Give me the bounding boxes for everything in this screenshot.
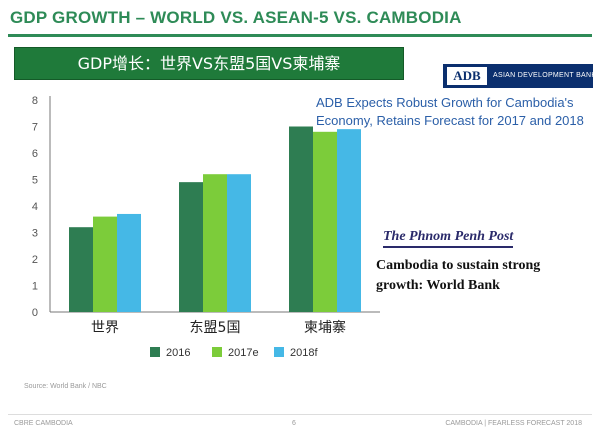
y-tick-label: 7 (32, 122, 38, 134)
y-tick-label: 1 (32, 281, 38, 293)
y-tick-label: 2 (32, 254, 38, 266)
bar-2016-0 (69, 227, 93, 312)
y-tick-label: 0 (32, 307, 38, 319)
legend-swatch-2018f (274, 347, 284, 357)
page-number: 6 (292, 420, 296, 427)
legend-swatch-2017e (212, 347, 222, 357)
y-tick-label: 4 (32, 201, 38, 213)
x-tick-label: 东盟5国 (190, 320, 241, 336)
adb-logo-mark: ADB (447, 67, 487, 85)
source-note: Source: World Bank / NBC (24, 383, 107, 390)
y-tick-label: 6 (32, 148, 38, 160)
bar-2016-1 (179, 182, 203, 312)
phnom-penh-post-logo: The Phnom Penh Post (383, 229, 514, 248)
adb-logo: ADB ASIAN DEVELOPMENT BANK (443, 64, 597, 88)
legend-label: 2017e (228, 347, 259, 359)
x-tick-label: 世界 (91, 320, 119, 336)
bar-2017e-2 (313, 131, 337, 312)
y-tick-label: 8 (32, 95, 38, 107)
title-divider (8, 34, 592, 37)
x-tick-label: 柬埔寨 (304, 319, 346, 336)
legend-label: 2016 (166, 347, 190, 359)
footer-divider (8, 414, 592, 415)
bar-2017e-1 (203, 174, 227, 312)
adb-logo-name: ASIAN DEVELOPMENT BANK (493, 72, 597, 79)
footer-left: CBRE CAMBODIA (14, 420, 73, 427)
bar-2016-2 (289, 126, 313, 312)
legend-swatch-2016 (150, 347, 160, 357)
bar-2018f-1 (227, 174, 251, 312)
slide-title: GDP GROWTH – WORLD VS. ASEAN-5 VS. CAMBO… (10, 8, 462, 27)
adb-headline: ADB Expects Robust Growth for Cambodia's… (316, 95, 584, 128)
footer-right: CAMBODIA | FEARLESS FORECAST 2018 (445, 420, 582, 427)
phnom-penh-post-headline: Cambodia to sustain strong growth: World… (376, 258, 541, 293)
legend-label: 2018f (290, 347, 318, 359)
bar-2017e-0 (93, 216, 117, 312)
y-tick-label: 3 (32, 228, 38, 240)
bar-2018f-0 (117, 213, 141, 312)
chinese-banner: GDP增长：世界VS东盟5国VS柬埔寨 (14, 47, 404, 80)
bar-2018f-2 (337, 129, 361, 312)
y-tick-label: 5 (32, 175, 38, 187)
